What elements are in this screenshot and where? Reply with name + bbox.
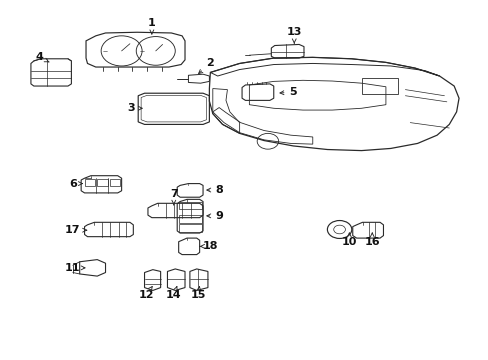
Text: 5: 5: [280, 87, 297, 97]
Text: 11: 11: [65, 263, 85, 273]
Bar: [110, 179, 120, 186]
Text: 3: 3: [127, 103, 142, 113]
Text: 16: 16: [364, 233, 379, 247]
Bar: [97, 179, 108, 186]
Text: 14: 14: [165, 287, 181, 300]
Text: 1: 1: [148, 18, 155, 34]
Text: 10: 10: [341, 233, 356, 247]
Bar: [84, 179, 95, 186]
Text: 9: 9: [206, 211, 223, 221]
Text: 17: 17: [65, 225, 86, 235]
Bar: [178, 202, 202, 210]
Text: 18: 18: [200, 241, 218, 251]
Text: 6: 6: [69, 179, 82, 189]
Bar: [178, 224, 202, 231]
Text: 7: 7: [169, 189, 177, 205]
Bar: [361, 78, 397, 94]
Text: 15: 15: [190, 287, 205, 300]
Text: 12: 12: [138, 287, 153, 300]
Text: 8: 8: [206, 185, 223, 195]
Text: 4: 4: [36, 52, 49, 62]
Text: 2: 2: [198, 58, 214, 73]
Bar: [178, 215, 202, 223]
Text: 13: 13: [286, 27, 301, 43]
